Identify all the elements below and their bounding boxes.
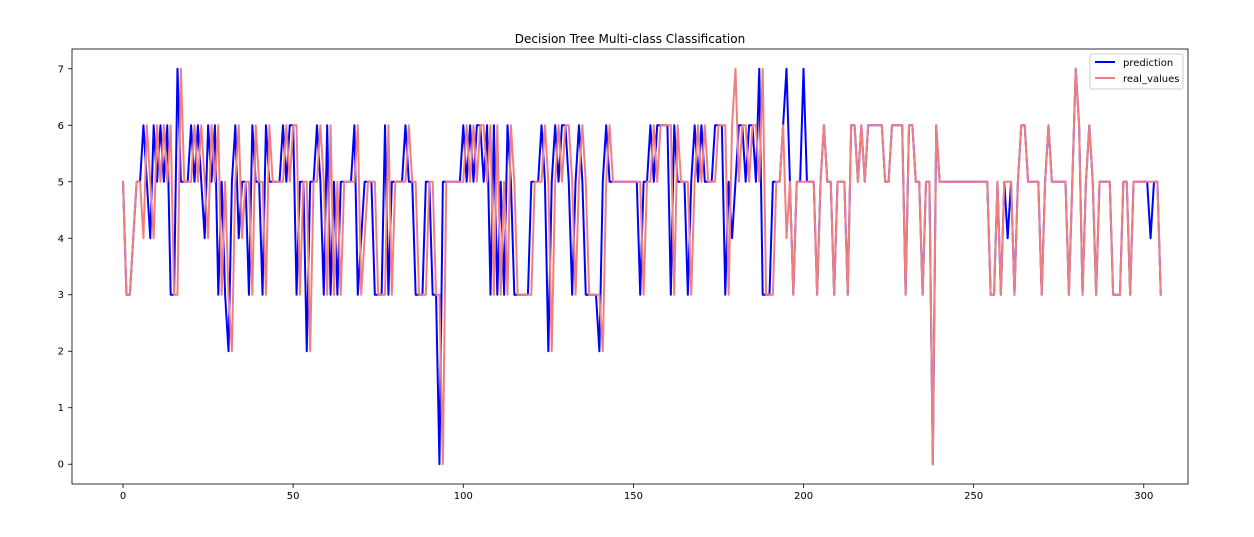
y-tick-label: 0	[58, 460, 64, 471]
x-tick-label: 250	[964, 491, 983, 502]
x-tick-label: 100	[454, 491, 473, 502]
y-tick-label: 4	[58, 234, 64, 245]
x-tick-label: 150	[624, 491, 643, 502]
y-tick-label: 6	[58, 121, 64, 132]
x-tick-label: 300	[1134, 491, 1153, 502]
plot-background	[72, 49, 1188, 484]
y-tick-label: 5	[58, 177, 64, 188]
y-tick-label: 1	[58, 403, 64, 414]
chart-title: Decision Tree Multi-class Classification	[515, 32, 745, 46]
x-axis: 0 50 100 150 200 250 300	[120, 484, 1153, 502]
series-line-real-values	[122, 67, 1162, 466]
legend: prediction real_values	[1089, 53, 1184, 90]
x-tick-label: 0	[120, 491, 126, 502]
y-tick-label: 2	[58, 347, 64, 358]
y-tick-label: 3	[58, 290, 64, 301]
y-tick-label: 7	[58, 64, 64, 75]
plot-frame	[71, 48, 1189, 485]
series-layer	[122, 67, 1162, 466]
x-tick-label: 200	[794, 491, 813, 502]
y-axis: 0 1 2 3 4 5 6 7	[58, 64, 72, 471]
legend-label-real-values: real_values	[1123, 74, 1179, 85]
legend-label-prediction: prediction	[1123, 58, 1173, 69]
x-tick-label: 50	[287, 491, 300, 502]
